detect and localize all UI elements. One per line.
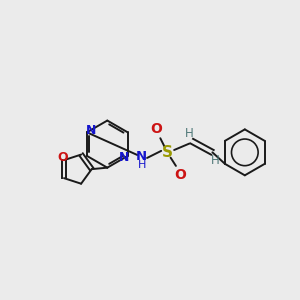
- Text: H: H: [138, 160, 146, 170]
- Text: H: H: [210, 154, 219, 166]
- Text: S: S: [162, 145, 173, 160]
- Text: O: O: [174, 168, 186, 182]
- Text: N: N: [119, 151, 129, 164]
- Text: O: O: [150, 122, 162, 136]
- Text: O: O: [57, 151, 68, 164]
- Text: N: N: [85, 124, 96, 137]
- Text: N: N: [136, 150, 147, 163]
- Text: H: H: [185, 127, 194, 140]
